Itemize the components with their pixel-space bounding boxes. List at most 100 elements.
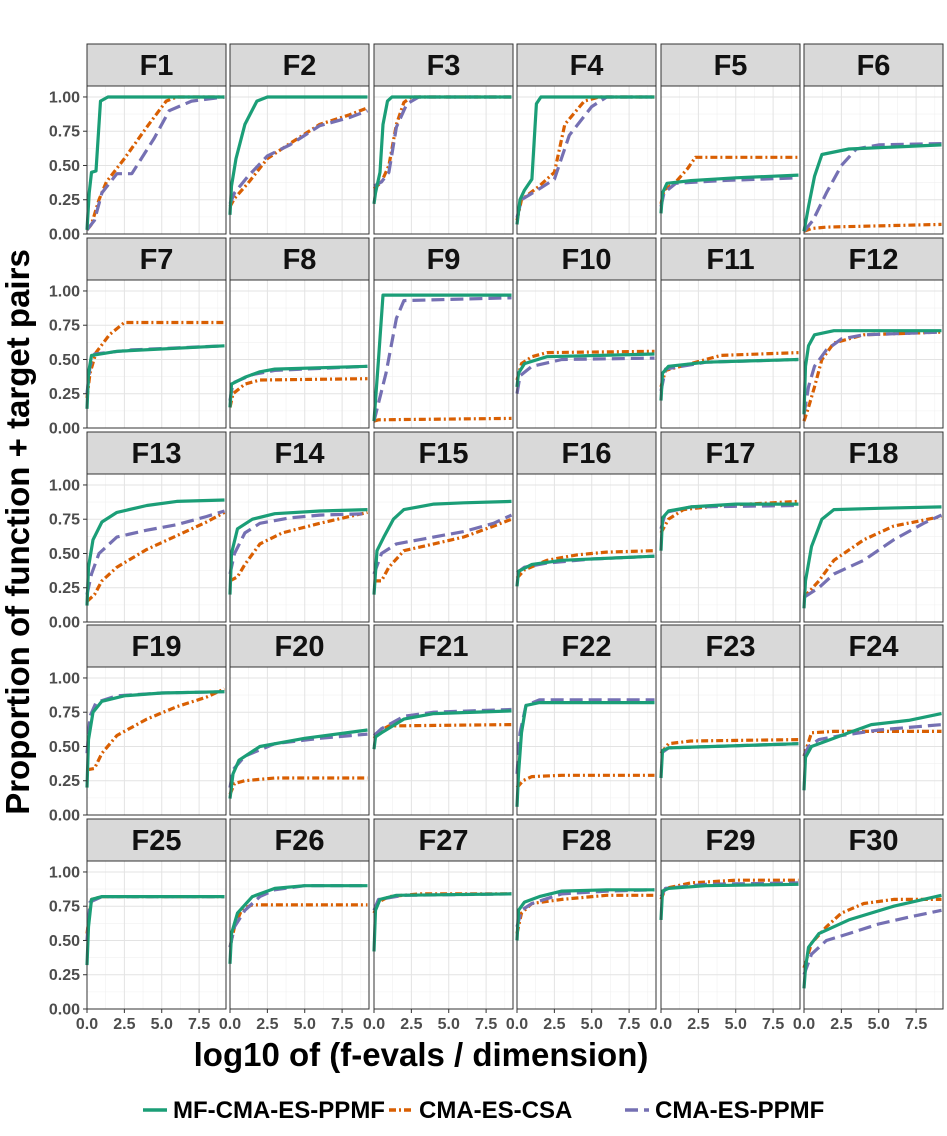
series-line-cma-es-ppmf [228,512,368,575]
x-tick-label: 5.0 [581,1016,603,1033]
series-line-mf-cma-es-ppmf [228,728,368,799]
strip-header [516,43,657,87]
panel-border [229,279,370,429]
series-line-mf-cma-es-ppmf [372,95,512,205]
series-line-mf-cma-es-ppmf [802,143,942,232]
panel-border [516,279,657,429]
series-line-mf-cma-es-ppmf [85,690,225,788]
strip-header [373,43,514,87]
panel-title: F30 [849,825,899,857]
panel-title: F6 [857,50,891,82]
x-tick-label: 0.0 [76,1016,98,1033]
series-line-cma-es-csa [802,514,942,599]
plot-area [374,861,513,1009]
panel-title: F15 [419,438,469,470]
strip-header [86,237,227,281]
series-line-cma-es-csa [802,330,942,422]
panel-border [86,85,227,235]
series-line-mf-cma-es-ppmf [802,712,942,791]
plot-area [230,667,369,815]
x-tick-label: 7.5 [475,1016,497,1033]
series-line-mf-cma-es-ppmf [372,709,512,750]
series-line-mf-cma-es-ppmf [372,293,512,422]
x-tick-label: 7.5 [762,1016,784,1033]
strip-header [373,624,514,668]
y-tick-label: 0.25 [49,386,80,403]
x-tick-label: 2.5 [687,1016,709,1033]
x-tick-label: 7.5 [905,1016,927,1033]
series-line-mf-cma-es-ppmf [85,894,225,966]
strip-header [803,624,944,668]
series-line-cma-es-ppmf [228,732,368,788]
panel-border [803,279,944,429]
panel-title: F26 [275,825,325,857]
plot-area [517,474,656,622]
y-axis-labels: 0.00 0.25 0.50 0.75 1.00 0.00 0.25 0.50 0.75 1.00… [49,89,87,1019]
panel-border [86,666,227,816]
strip-header [660,818,801,862]
series-line-mf-cma-es-ppmf [228,884,368,964]
strip-header [516,431,657,475]
y-tick-label: 0.75 [49,899,80,916]
panel-f8: F8 [228,237,370,429]
series-line-cma-es-csa [659,351,799,388]
series-line-mf-cma-es-ppmf [659,173,799,214]
plot-area [661,474,800,622]
strip-header [229,43,370,87]
series-line-mf-cma-es-ppmf [228,364,368,408]
panel-title: F23 [706,631,756,663]
panel-title: F7 [140,244,174,276]
panel-f23: F23 [659,624,801,816]
legend: MF-CMA-ES-PPMF CMA-ES-CSA CMA-ES-PPMF [143,1097,824,1124]
series-line-cma-es-ppmf [515,888,655,928]
panel-border [516,666,657,816]
series-line-cma-es-csa [803,222,942,233]
panel-f21: F21 [372,624,514,816]
y-tick-label: 0.50 [49,352,80,369]
panel-f6: F6 [802,43,944,235]
y-tick-label: 0.00 [49,808,80,825]
panel-f19: F19 [85,624,227,816]
legend-label: CMA-ES-CSA [419,1097,572,1124]
series-line-cma-es-ppmf [372,296,512,422]
plot-area [374,474,513,622]
y-tick-label: 0.75 [49,318,80,335]
legend-entry-cma-es-ppmf: CMA-ES-PPMF [625,1097,824,1124]
series-line-mf-cma-es-ppmf [228,95,368,215]
panel-title: F12 [849,244,899,276]
panel-f13: F13 [85,431,227,623]
panel-title: F24 [849,631,899,663]
plot-area [661,280,800,428]
series-line-cma-es-csa [515,549,655,580]
series-line-mf-cma-es-ppmf [659,502,799,551]
y-tick-label: 0.50 [49,739,80,756]
panel-title: F22 [562,631,612,663]
panel-border [373,860,514,1010]
series-line-mf-cma-es-ppmf [85,498,225,606]
y-tick-label: 0.25 [49,580,80,597]
plot-area [517,667,656,815]
panel-f9: F9 [372,237,514,429]
panel-f7: F7 [85,237,227,429]
x-tick-label: 7.5 [618,1016,640,1033]
y-tick-label: 0.50 [49,158,80,175]
panel-title: F9 [427,244,461,276]
panel-f1: F1 [85,43,227,235]
series-line-cma-es-ppmf [803,513,943,599]
panel-border [373,473,514,623]
series-line-cma-es-ppmf [85,509,225,595]
series-line-mf-cma-es-ppmf [515,554,655,587]
series-line-cma-es-ppmf [802,330,942,415]
panel-border [660,473,801,623]
panel-border [86,473,227,623]
y-tick-label: 0.00 [49,421,80,438]
plot-area [230,861,369,1009]
strip-header [803,237,944,281]
strip-header [803,431,944,475]
strip-header [516,237,657,281]
panel-border [516,860,657,1010]
legend-entry-mf-cma-es-ppmf: MF-CMA-ES-PPMF [143,1097,385,1124]
series-line-cma-es-ppmf [802,142,942,233]
panel-border [229,473,370,623]
plot-area [87,474,226,622]
